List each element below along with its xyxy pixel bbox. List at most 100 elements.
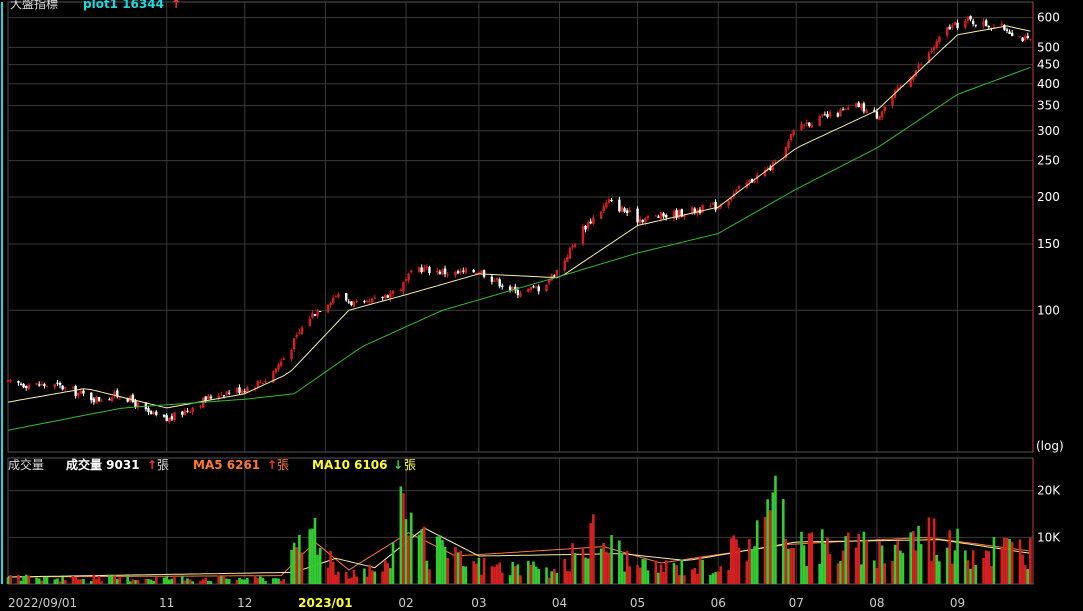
volume-bar <box>474 563 478 584</box>
candle-body <box>878 115 881 120</box>
volume-bar <box>690 569 694 584</box>
candle-body <box>719 206 723 208</box>
candle-body <box>784 147 788 158</box>
price-ma-short-line <box>7 25 1031 409</box>
candle-body <box>472 269 475 273</box>
volume-bar <box>37 578 41 584</box>
candle-body <box>344 293 348 301</box>
volume-bar <box>459 550 462 584</box>
candle-body <box>748 179 751 183</box>
volume-bar <box>566 571 569 584</box>
volume-bar <box>407 535 410 584</box>
volume-bar <box>807 533 811 584</box>
candle-body <box>295 334 298 337</box>
volume-bar <box>912 531 915 584</box>
candle-body <box>183 410 187 416</box>
volume-bar <box>391 542 395 584</box>
candle-body <box>384 295 387 298</box>
volume-bar <box>149 579 153 584</box>
candle-body <box>675 210 678 218</box>
volume-bar <box>417 534 421 584</box>
volume-bar <box>753 546 756 584</box>
volume-bar <box>100 581 103 584</box>
candle-body <box>810 124 814 128</box>
volume-bar <box>771 492 775 584</box>
volume-bar <box>571 543 574 584</box>
volume-bar <box>498 562 501 584</box>
candle-body <box>563 260 566 271</box>
candle-body <box>987 26 990 28</box>
volume-bar <box>646 570 650 584</box>
candle-body <box>329 302 332 306</box>
volume-bar <box>344 571 348 584</box>
candle-body <box>355 300 358 302</box>
candle-body <box>279 361 283 366</box>
volume-bar <box>45 576 49 584</box>
candle-body <box>170 416 174 420</box>
volume-bar <box>290 549 293 584</box>
candle-body <box>368 301 371 303</box>
volume-bar <box>1003 537 1006 584</box>
candle-body <box>495 277 499 281</box>
volume-bar <box>841 550 845 584</box>
candle-body <box>787 141 790 149</box>
candle-body <box>350 301 353 305</box>
candle-body <box>945 27 949 36</box>
candle-body <box>625 210 629 214</box>
candle-body <box>71 387 75 389</box>
volume-bar <box>527 560 530 584</box>
candle-body <box>347 301 350 303</box>
volume-bar <box>355 576 358 584</box>
candle-body <box>381 296 384 298</box>
moving-average-layer <box>7 25 1031 578</box>
volume-bar <box>755 520 759 584</box>
candle-body <box>534 287 538 289</box>
candle-body <box>79 391 83 394</box>
candle-body <box>547 279 551 284</box>
volume-bar <box>238 577 241 584</box>
volume-bar <box>472 561 475 584</box>
candle-body <box>446 274 449 276</box>
candle-body <box>456 271 460 274</box>
candle-body <box>769 167 772 170</box>
log-scale-label: (log) <box>1036 439 1064 453</box>
candle-body <box>982 21 985 27</box>
candle-body <box>568 247 572 259</box>
volume-bar <box>188 579 192 584</box>
volume-bar <box>826 537 829 584</box>
candle-body <box>659 212 663 219</box>
candle-body <box>514 286 517 291</box>
volume-bar <box>22 576 25 584</box>
candle-body <box>438 271 442 274</box>
candle-body <box>516 290 520 296</box>
volume-bar <box>183 580 187 584</box>
volume-bar <box>938 561 941 584</box>
candle-body <box>584 225 587 230</box>
volume-ma10-line <box>8 527 1031 578</box>
candle-body <box>711 203 715 205</box>
candle-body <box>243 391 246 393</box>
volume-bar <box>917 525 920 584</box>
candle-body <box>27 384 31 390</box>
volume-bar <box>581 548 585 584</box>
volume-bar <box>696 573 699 584</box>
volume-bar <box>425 560 429 584</box>
volume-bar <box>971 550 975 584</box>
volume-bar <box>748 538 751 584</box>
volume-bar <box>43 576 46 584</box>
volume-bar <box>438 535 442 584</box>
volume-bar <box>295 547 299 584</box>
candle-body <box>311 313 314 319</box>
candle-body <box>126 398 129 402</box>
candle-body <box>454 272 457 276</box>
volume-bar <box>901 553 905 584</box>
volume-bar <box>675 565 678 584</box>
volume-bar <box>927 517 931 584</box>
candle-body <box>714 201 717 210</box>
candle-body <box>657 216 660 218</box>
candle-body <box>217 395 220 399</box>
volume-bar <box>477 557 481 584</box>
volume-bar <box>27 575 31 584</box>
candle-body <box>1003 24 1006 30</box>
